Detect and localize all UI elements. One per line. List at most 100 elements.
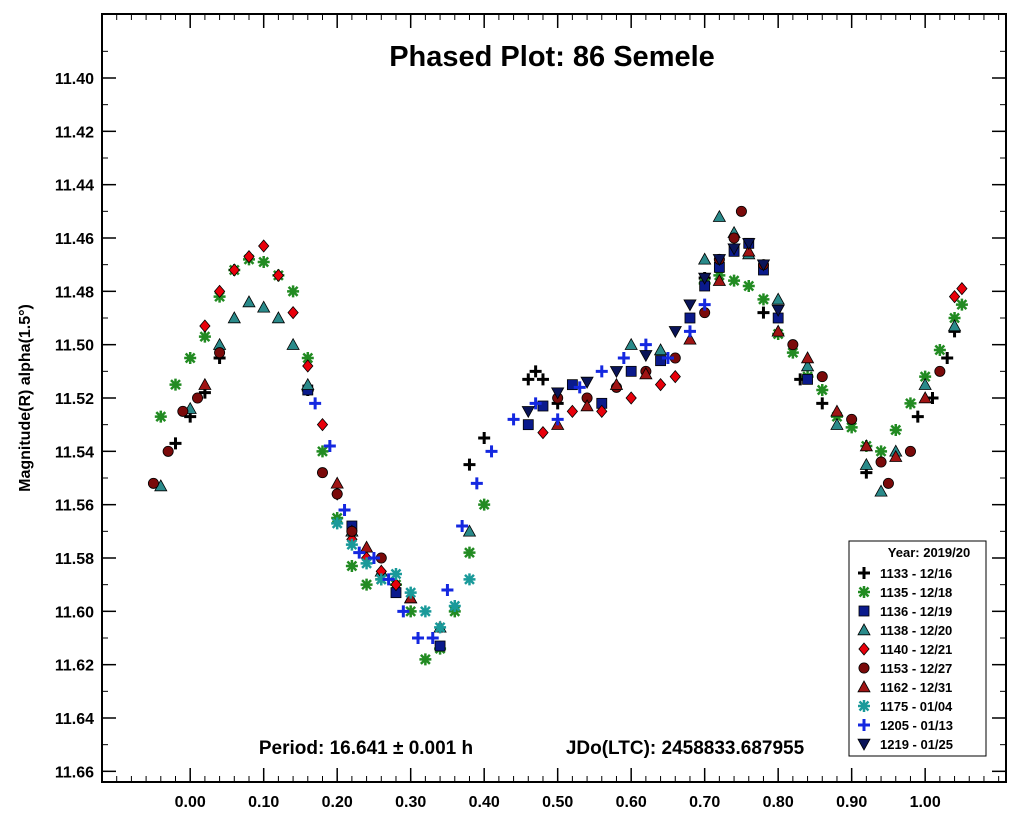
point-asterisk xyxy=(375,573,388,586)
legend-items: 1133 - 12/16 1135 - 12/18 1136 - 12/19 1138… xyxy=(857,566,953,752)
legend-item: 1219 - 01/25 xyxy=(857,737,953,752)
point-square xyxy=(537,400,549,412)
axis-ticks: 0.00 0.10 0.20 0.30 0.40 0.50 0.60 0.70 0.80 0.90… xyxy=(55,14,1006,811)
legend-item: 1140 - 12/21 xyxy=(858,642,952,657)
point-triangle-down xyxy=(857,738,871,751)
point-plus xyxy=(507,413,520,426)
x-tick-label: 0.60 xyxy=(616,794,647,811)
legend-item: 1135 - 12/18 xyxy=(858,585,952,600)
point-asterisk xyxy=(360,578,373,591)
period-annotation: Period: 16.641 ± 0.001 h xyxy=(259,738,473,759)
point-asterisk xyxy=(463,573,476,586)
point-circle xyxy=(346,525,358,537)
point-triangle-up xyxy=(227,311,241,324)
point-circle xyxy=(816,371,828,383)
point-asterisk xyxy=(858,700,870,712)
point-asterisk xyxy=(419,653,432,666)
legend-label: 1135 - 12/18 xyxy=(880,585,952,600)
point-circle xyxy=(147,477,159,489)
point-plus xyxy=(698,298,711,311)
point-diamond xyxy=(566,404,578,418)
legend-item: 1162 - 12/31 xyxy=(857,680,952,695)
point-asterisk xyxy=(728,274,741,287)
point-plus xyxy=(757,306,770,319)
point-triangle-up xyxy=(771,324,785,337)
point-diamond xyxy=(537,426,549,440)
point-plus xyxy=(595,365,608,378)
point-asterisk xyxy=(757,293,770,306)
point-asterisk xyxy=(948,312,961,324)
legend-box xyxy=(848,540,987,757)
point-triangle-down xyxy=(550,387,565,400)
point-plus xyxy=(536,373,549,386)
y-tick-label: 11.44 xyxy=(55,178,94,195)
point-asterisk xyxy=(933,344,946,356)
x-tick-label: 0.40 xyxy=(469,794,500,811)
point-triangle-up xyxy=(859,457,874,470)
x-tick-label: 0.10 xyxy=(248,794,279,811)
point-plus xyxy=(529,397,542,410)
point-square xyxy=(684,312,696,324)
y-tick-label: 11.64 xyxy=(55,711,94,728)
jdo-annotation: JDo(LTC): 2458833.687955 xyxy=(566,738,805,759)
legend-label: 1138 - 12/20 xyxy=(880,623,952,638)
point-plus xyxy=(573,381,586,394)
point-square xyxy=(625,365,637,377)
point-asterisk xyxy=(331,517,344,530)
point-plus xyxy=(485,445,498,458)
point-plus xyxy=(441,584,454,596)
legend-item: 1138 - 12/20 xyxy=(857,623,952,638)
legend-label: 1153 - 12/27 xyxy=(880,661,952,676)
point-triangle-up xyxy=(639,367,653,380)
point-plus xyxy=(397,605,410,618)
point-triangle-down xyxy=(668,326,682,339)
legend-item: 1133 - 12/16 xyxy=(858,566,952,581)
point-triangle-up xyxy=(771,292,785,305)
point-asterisk xyxy=(419,605,432,618)
point-triangle-up xyxy=(918,391,932,404)
legend-item: 1153 - 12/27 xyxy=(858,661,952,676)
point-square xyxy=(802,373,813,385)
point-plus xyxy=(941,352,954,364)
x-tick-label: 0.30 xyxy=(395,794,426,811)
point-plus xyxy=(617,352,630,364)
point-plus xyxy=(816,397,829,410)
point-circle xyxy=(904,445,916,457)
point-triangle-up xyxy=(857,680,871,693)
point-diamond xyxy=(654,378,667,392)
point-triangle-down xyxy=(609,366,624,379)
point-circle xyxy=(846,413,858,425)
point-triangle-down xyxy=(756,259,771,272)
point-triangle-up xyxy=(947,319,962,332)
point-asterisk xyxy=(478,498,491,511)
point-circle xyxy=(214,347,226,359)
y-tick-label: 11.66 xyxy=(55,764,94,781)
point-diamond xyxy=(596,404,608,418)
point-asterisk xyxy=(404,586,417,599)
point-triangle-up xyxy=(800,351,815,364)
point-asterisk xyxy=(345,538,358,551)
y-tick-label: 11.58 xyxy=(55,551,94,568)
point-plus xyxy=(661,352,674,364)
point-circle xyxy=(331,488,343,500)
series-1162 xyxy=(198,244,932,604)
point-plus xyxy=(353,546,366,559)
point-triangle-up xyxy=(857,623,871,636)
point-asterisk xyxy=(316,445,329,458)
point-triangle-up xyxy=(712,209,727,222)
point-diamond xyxy=(287,306,299,320)
point-asterisk xyxy=(257,256,270,268)
point-triangle-up xyxy=(242,295,256,308)
point-triangle-up xyxy=(918,377,932,390)
point-diamond xyxy=(243,250,255,264)
point-asterisk xyxy=(463,546,476,559)
x-tick-label: 0.20 xyxy=(322,794,353,811)
point-asterisk xyxy=(816,384,829,396)
point-asterisk xyxy=(389,568,402,580)
legend-label: 1136 - 12/19 xyxy=(880,604,952,619)
point-triangle-up xyxy=(462,524,477,537)
point-asterisk xyxy=(154,410,167,423)
point-circle xyxy=(858,662,870,674)
point-triangle-up xyxy=(859,439,874,452)
point-triangle-up xyxy=(286,337,300,350)
